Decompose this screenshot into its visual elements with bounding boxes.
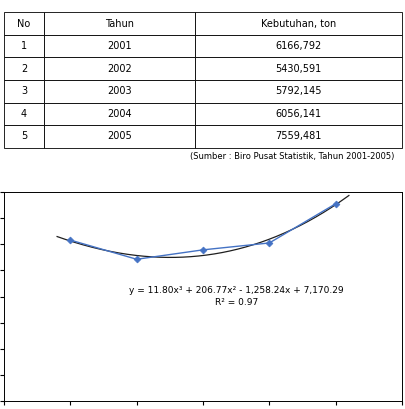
Text: y = 11.80x³ + 206.77x² - 1,258.24x + 7,170.29
R² = 0.97: y = 11.80x³ + 206.77x² - 1,258.24x + 7,1… xyxy=(128,286,343,307)
Text: (Sumber : Biro Pusat Statistik, Tahun 2001-2005): (Sumber : Biro Pusat Statistik, Tahun 20… xyxy=(189,152,393,161)
